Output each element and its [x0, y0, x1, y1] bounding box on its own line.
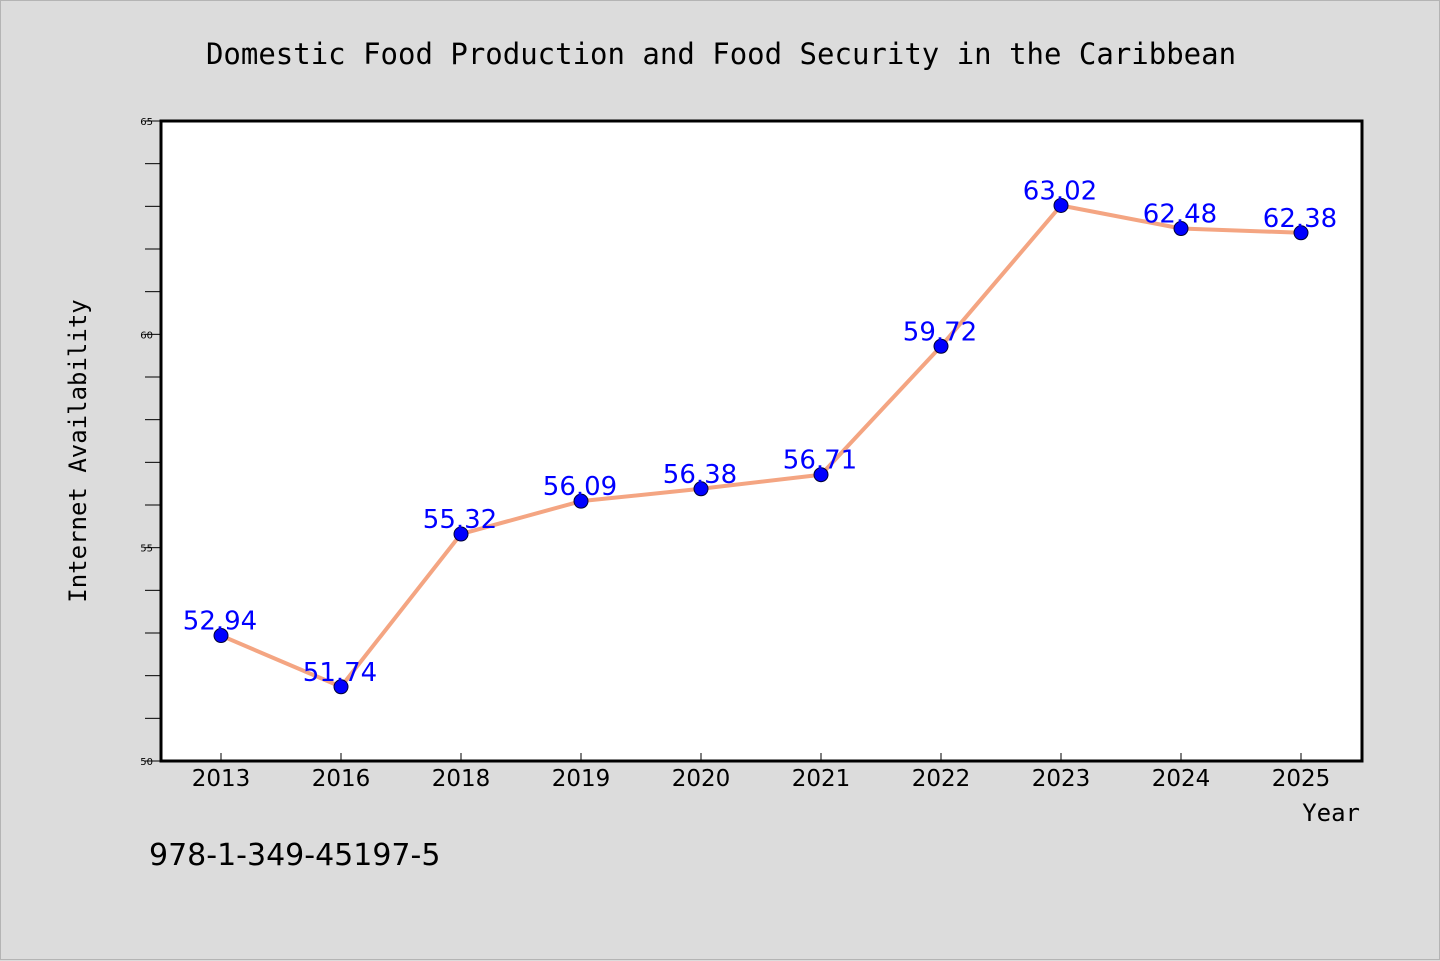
data-label: 62.48: [1143, 200, 1217, 230]
data-point: [1293, 225, 1309, 241]
data-point: [693, 481, 709, 497]
data-point: [1053, 197, 1069, 213]
data-label: 62.38: [1263, 204, 1337, 234]
x-axis: 2013 2016 2018 2019 2020 2021 2022 2023 2024 2025: [192, 753, 1331, 792]
data-point: [213, 628, 229, 644]
series-markers: [213, 197, 1309, 695]
isbn-footer: 978-1-349-45197-5: [149, 838, 440, 873]
y-tick-label: 65: [140, 117, 153, 128]
x-tick-label: 2023: [1032, 766, 1091, 792]
x-tick-label: 2025: [1272, 766, 1331, 792]
y-tick-label: 60: [140, 330, 153, 341]
data-point: [453, 526, 469, 542]
y-axis-label: Internet Availability: [64, 299, 92, 602]
y-tick-label: 50: [140, 757, 153, 768]
data-label: 63.02: [1023, 176, 1097, 206]
y-axis: 50 55 60 65: [140, 117, 161, 768]
x-tick-label: 2021: [792, 766, 851, 792]
data-label: 55.32: [423, 505, 497, 535]
data-label: 56.38: [663, 460, 737, 490]
plot-area: [159, 119, 1364, 763]
data-label: 56.09: [543, 472, 617, 502]
data-point: [573, 493, 589, 509]
data-point: [1173, 221, 1189, 237]
data-point: [333, 679, 349, 695]
x-tick-label: 2020: [672, 766, 731, 792]
x-axis-label: Year: [1302, 799, 1360, 827]
x-tick-label: 2019: [552, 766, 611, 792]
x-tick-label: 2022: [912, 766, 971, 792]
x-tick-label: 2018: [432, 766, 491, 792]
x-tick-label: 2024: [1152, 766, 1211, 792]
x-tick-label: 2016: [312, 766, 371, 792]
data-point: [813, 467, 829, 483]
data-point: [933, 338, 949, 354]
x-tick-label: 2013: [192, 766, 251, 792]
data-labels: 52.94 51.74 55.32 56.09 56.38 56.71 59.72 63.02…: [183, 176, 1337, 687]
y-tick-label: 55: [140, 544, 153, 555]
data-label: 59.72: [903, 317, 977, 347]
data-label: 52.94: [183, 607, 257, 637]
series-polyline: [220, 203, 1302, 689]
data-label: 51.74: [303, 658, 377, 688]
series-line: [220, 203, 1302, 689]
chart-title: Domestic Food Production and Food Securi…: [206, 37, 1236, 71]
data-label: 56.71: [783, 446, 857, 476]
